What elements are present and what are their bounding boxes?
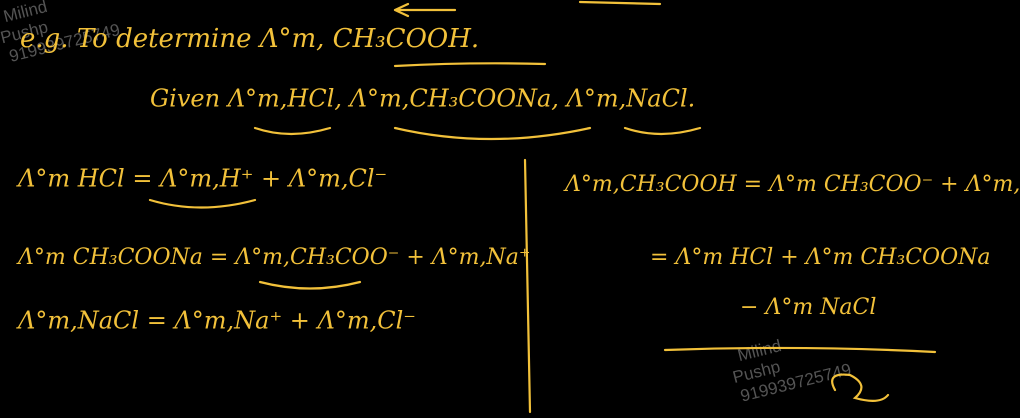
signature: [831, 373, 890, 402]
watermark: Milind Pushp 919939725749: [731, 336, 853, 406]
divider: [523, 158, 532, 414]
equation: − Λ°m NaCl: [740, 295, 876, 320]
brace: [148, 198, 257, 209]
given-line: Given Λ°m,HCl, Λ°m,CH₃COONa, Λ°m,NaCl.: [150, 85, 695, 113]
equation: Λ°m,NaCl = Λ°m,Na⁺ + Λ°m,Cl⁻: [16, 307, 416, 335]
equation: Λ°m HCl = Λ°m,H⁺ + Λ°m,Cl⁻: [16, 165, 387, 193]
equation: = Λ°m HCl + Λ°m CH₃COONa: [650, 245, 991, 270]
equation: Λ°m,CH₃COOH = Λ°m CH₃COO⁻ + Λ°m,H⁺: [563, 172, 1020, 197]
brace: [258, 280, 362, 290]
equation: Λ°m CH₃COONa = Λ°m,CH₃COO⁻ + Λ°m,Na⁺: [16, 245, 531, 270]
brace: [253, 126, 702, 141]
heading: e.g. To determine Λ°m, CH₃COOH.: [20, 24, 479, 54]
arrow: [393, 0, 662, 18]
underline: [663, 346, 937, 354]
underline: [393, 62, 547, 68]
